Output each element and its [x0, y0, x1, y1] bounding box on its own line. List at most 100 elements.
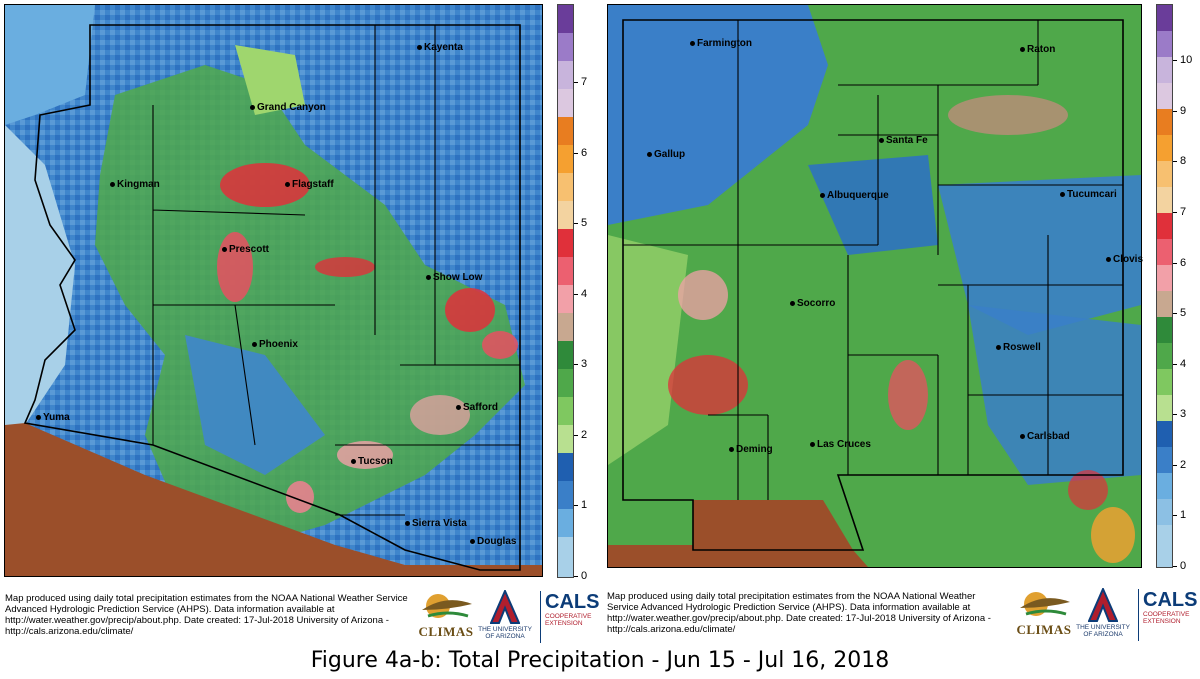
colorbar-tick-label: 5: [581, 217, 588, 230]
city-marker-icon: [1060, 191, 1065, 197]
heavy-precip-southeast: [1091, 507, 1135, 563]
colorbar-tick-mark: [1173, 414, 1177, 416]
heavy-precip-northeast: [948, 95, 1068, 135]
university-of-arizona-logo: THE UNIVERSITY OF ARIZONA: [1076, 586, 1130, 638]
city-label-prescott: Prescott: [222, 245, 269, 255]
colorbar-tick-mark: [1173, 515, 1177, 517]
city-marker-icon: [426, 274, 431, 280]
colorbar-tick-label: 6: [581, 146, 588, 159]
heavy-precip-rim: [315, 257, 375, 277]
city-name: Prescott: [229, 244, 270, 255]
city-name: Sierra Vista: [412, 518, 467, 529]
mexico-region: [5, 423, 542, 576]
heavy-precip-central: [888, 360, 928, 430]
cals-logo: CALS COOPERATIVE EXTENSION: [540, 591, 603, 643]
city-label-tucson: Tucson: [351, 457, 393, 467]
cals-logo-subtext: COOPERATIVE EXTENSION: [1143, 611, 1190, 625]
cals-logo-text: CALS: [1143, 589, 1198, 611]
city-name: Flagstaff: [292, 179, 334, 190]
colorbar-tick-mark: [1173, 262, 1177, 264]
colorbar-tick-mark: [574, 576, 578, 577]
city-name: Gallup: [654, 149, 686, 160]
arizona-a-icon: [1087, 586, 1119, 622]
city-name: Albuquerque: [827, 190, 889, 201]
colorbar-tick-mark: [1173, 313, 1177, 315]
moderate-precip-area: [608, 235, 688, 465]
heavy-precip-south: [286, 481, 314, 513]
cals-logo-text: CALS: [545, 591, 600, 613]
university-of-arizona-logo: THE UNIVERSITY OF ARIZONA: [478, 588, 532, 640]
city-name: Tucson: [358, 456, 393, 467]
city-marker-icon: [647, 151, 652, 157]
colorbar-tick-label: 5: [1180, 307, 1187, 320]
arizona-precip-map: [4, 4, 543, 577]
colorbar-tick-label: 2: [581, 428, 588, 441]
city-label-roswell: Roswell: [996, 343, 1041, 353]
climas-emblem-icon: [422, 594, 472, 618]
city-name: Clovis: [1113, 254, 1144, 265]
new-mexico-precip-map: [607, 4, 1142, 568]
climas-logo: CLIMAS: [1016, 586, 1072, 638]
colorbar-tick-label: 2: [1180, 458, 1187, 471]
city-label-socorro: Socorro: [790, 299, 835, 309]
city-name: Safford: [463, 402, 498, 413]
city-marker-icon: [405, 520, 410, 526]
city-marker-icon: [996, 344, 1001, 350]
city-name: Santa Fe: [886, 135, 928, 146]
city-marker-icon: [110, 181, 115, 187]
city-name: Roswell: [1003, 342, 1041, 353]
heavy-precip-prescott: [217, 232, 253, 302]
colorbar-tick-label: 0: [581, 570, 588, 582]
city-label-grand-canyon: Grand Canyon: [250, 103, 326, 113]
colorbar-tick-label: 4: [1180, 357, 1187, 370]
colorbar-tick-label: 10: [1180, 54, 1193, 67]
city-marker-icon: [250, 104, 255, 110]
university-logo-text: THE UNIVERSITY OF ARIZONA: [1076, 624, 1130, 638]
heavy-precip-showlow: [445, 288, 495, 332]
city-label-douglas: Douglas: [470, 537, 516, 547]
colorbar-tick-label: 9: [1180, 104, 1187, 117]
climas-emblem-icon: [1020, 592, 1070, 616]
cals-logo-subtext: COOPERATIVE EXTENSION: [545, 613, 592, 627]
city-label-clovis: Clovis: [1106, 255, 1143, 265]
city-name: Kingman: [117, 179, 160, 190]
city-name: Tucumcari: [1067, 189, 1117, 200]
colorbar-tick-mark: [574, 223, 578, 225]
colorbar-tick-mark: [574, 293, 578, 295]
colorbar-tick-mark: [1173, 60, 1177, 62]
city-marker-icon: [252, 341, 257, 347]
new-mexico-colorbar: [1156, 4, 1173, 568]
colorbar-tick-mark: [1173, 363, 1177, 365]
colorbar-tick-label: 3: [581, 358, 588, 371]
city-name: Grand Canyon: [257, 102, 326, 113]
city-label-show-low: Show Low: [426, 273, 482, 283]
city-marker-icon: [417, 44, 422, 50]
new-mexico-map-note: Map produced using daily total precipita…: [607, 591, 991, 635]
city-label-safford: Safford: [456, 403, 498, 413]
city-marker-icon: [690, 40, 695, 46]
colorbar-tick-mark: [574, 82, 578, 84]
city-label-raton: Raton: [1020, 45, 1055, 55]
colorbar-tick-label: 0: [1180, 560, 1187, 572]
city-label-yuma: Yuma: [36, 413, 70, 423]
arizona-border: [23, 24, 521, 571]
colorbar-tick-label: 4: [581, 287, 588, 300]
city-name: Yuma: [43, 412, 70, 423]
colorbar-tick-label: 7: [581, 76, 588, 89]
arizona-a-icon: [489, 588, 521, 624]
cals-logo: CALS COOPERATIVE EXTENSION: [1138, 589, 1200, 641]
city-name: Las Cruces: [817, 439, 871, 450]
heavy-precip-east: [482, 331, 518, 359]
university-logo-text: THE UNIVERSITY OF ARIZONA: [478, 626, 532, 640]
city-marker-icon: [820, 192, 825, 198]
colorbar-tick-label: 1: [581, 499, 588, 512]
colorbar-tick-mark: [1173, 110, 1177, 112]
low-precip-area: [5, 125, 75, 435]
city-marker-icon: [285, 181, 290, 187]
city-label-carlsbad: Carlsbad: [1020, 432, 1070, 442]
city-marker-icon: [879, 137, 884, 143]
colorbar-tick-mark: [1173, 161, 1177, 163]
colorbar-tick-label: 7: [1180, 206, 1187, 219]
low-precip-area: [938, 175, 1141, 335]
county-borders: [152, 25, 520, 516]
